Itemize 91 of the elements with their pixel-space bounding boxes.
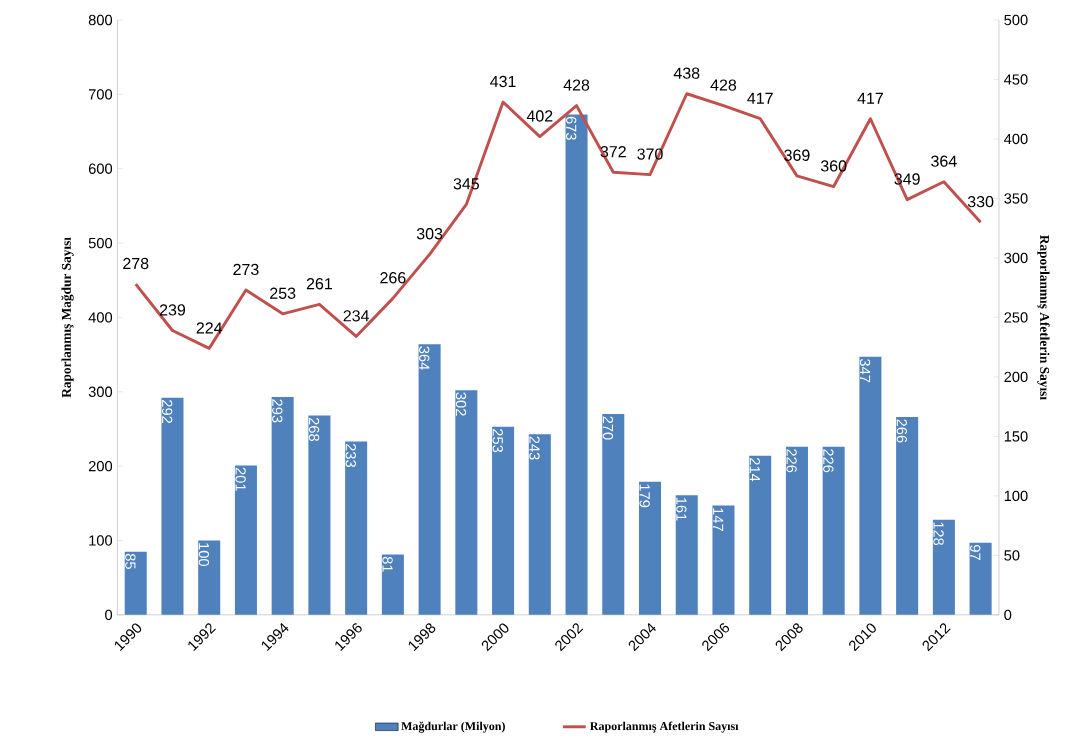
y2-tick-label: 450 (1004, 74, 1028, 85)
bar (712, 505, 735, 615)
bar (932, 519, 955, 615)
bar (271, 396, 294, 615)
bar (198, 540, 221, 615)
bar (749, 455, 772, 615)
y2-tick-label: 350 (1004, 193, 1028, 204)
data-label: 214 (749, 457, 760, 482)
data-label: 438 (673, 67, 700, 79)
data-label: 303 (416, 227, 443, 240)
bar (528, 433, 551, 615)
data-label: 161 (676, 497, 687, 521)
y2-tick-label: 250 (1004, 312, 1028, 323)
y2-tick-label: 400 (1004, 133, 1028, 144)
y-axis-title: Raporlanmış Mağdur Sayısı (61, 237, 74, 398)
bar (308, 415, 331, 615)
data-label: 402 (526, 110, 553, 122)
data-label: 261 (306, 277, 332, 290)
y-tick-label: 200 (88, 460, 113, 472)
bar (785, 446, 808, 615)
data-label: 347 (859, 358, 871, 382)
bar (345, 441, 368, 615)
bar (602, 413, 625, 615)
data-label: 431 (490, 75, 516, 87)
data-label: 179 (639, 484, 650, 507)
legend-label: Raporlanmış Afetlerin Sayısı (590, 721, 739, 733)
data-label: 234 (343, 310, 370, 322)
bar (896, 416, 919, 615)
y-tick-label: 0 (105, 609, 113, 620)
legend-label: Mağdurlar (Milyon) (401, 721, 505, 733)
data-label: 673 (566, 116, 577, 140)
data-label: 293 (272, 399, 283, 423)
data-label: 147 (713, 508, 724, 531)
y2-tick-label: 200 (1004, 371, 1028, 382)
data-label: 417 (747, 92, 773, 104)
bar (675, 494, 698, 615)
data-label: 364 (419, 346, 430, 370)
bar (859, 356, 882, 615)
data-label: 428 (710, 79, 737, 91)
y2-tick-label: 0 (1004, 609, 1012, 620)
bar (822, 446, 845, 615)
data-label: 85 (125, 553, 136, 569)
bar (124, 551, 147, 615)
y-tick-label: 100 (89, 535, 113, 546)
bar (565, 114, 588, 615)
data-label: 239 (159, 304, 186, 316)
data-label: 364 (931, 155, 957, 167)
bar (381, 554, 404, 615)
bar (969, 542, 992, 615)
data-label: 253 (492, 428, 503, 452)
data-label: 253 (270, 287, 296, 299)
data-label: 226 (786, 448, 797, 473)
y2-tick-label: 500 (1004, 14, 1028, 26)
data-label: 224 (196, 322, 223, 334)
data-label: 292 (161, 399, 173, 423)
data-label: 270 (602, 416, 614, 440)
y2-tick-label: 300 (1004, 252, 1028, 263)
data-label: 302 (455, 392, 467, 416)
bar (492, 426, 515, 615)
bar (234, 465, 257, 615)
bar (418, 344, 441, 615)
y2-tick-label: 50 (1004, 550, 1020, 561)
y2-axis-title: Raporlanmış Afetlerin Sayısı (1037, 234, 1050, 400)
y-tick-label: 700 (88, 89, 113, 100)
y-tick-label: 400 (88, 312, 113, 323)
y2-tick-label: 100 (1004, 490, 1028, 501)
y2-tick-label: 150 (1004, 431, 1028, 442)
data-label: 266 (380, 271, 406, 284)
data-label: 417 (857, 92, 883, 104)
bar (638, 481, 662, 615)
data-label: 369 (784, 149, 810, 161)
data-label: 278 (123, 257, 149, 269)
data-label: 81 (382, 556, 393, 572)
data-label: 233 (345, 443, 356, 467)
data-label: 100 (198, 543, 210, 566)
y-tick-label: 800 (88, 14, 113, 26)
y-tick-label: 500 (88, 237, 113, 249)
data-label: 273 (233, 263, 259, 275)
data-label: 128 (933, 522, 944, 545)
data-label: 428 (563, 79, 590, 91)
bar (161, 397, 184, 615)
data-label: 266 (896, 419, 907, 443)
data-label: 97 (970, 544, 981, 560)
data-label: 243 (529, 436, 540, 460)
data-label: 226 (823, 448, 834, 473)
data-label: 201 (235, 467, 246, 491)
y-tick-label: 300 (88, 386, 113, 397)
data-label: 268 (308, 417, 320, 441)
y-tick-label: 600 (88, 163, 113, 174)
bar (455, 390, 478, 615)
data-label: 330 (967, 195, 994, 208)
